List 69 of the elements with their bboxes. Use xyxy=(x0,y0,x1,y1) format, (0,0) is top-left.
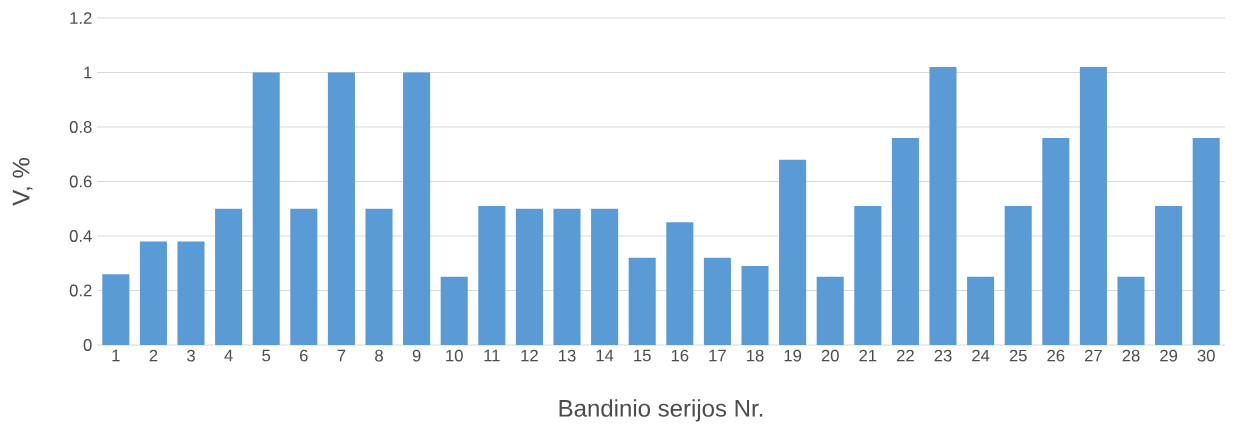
y-axis-title: V, % xyxy=(12,158,33,206)
x-tick-label: 5 xyxy=(262,349,271,362)
bar xyxy=(102,274,130,345)
bar xyxy=(741,265,769,345)
x-tick-label: 16 xyxy=(671,349,689,362)
bar xyxy=(553,208,581,345)
x-tick-label: 26 xyxy=(1047,349,1065,362)
bar xyxy=(1042,137,1070,345)
x-axis-title: Bandinio serijos Nr. xyxy=(559,399,763,422)
x-tick-label: 30 xyxy=(1197,349,1215,362)
bar xyxy=(1192,137,1220,345)
x-tick-label: 21 xyxy=(859,349,877,362)
bar xyxy=(891,137,919,345)
y-tick-label: 0.2 xyxy=(69,284,92,297)
bar xyxy=(515,208,543,345)
bar xyxy=(666,222,694,345)
x-tick-label: 3 xyxy=(187,349,195,362)
bar xyxy=(591,208,619,345)
bar xyxy=(854,206,882,345)
bar xyxy=(779,159,807,345)
y-tick-label: 1.2 xyxy=(70,12,92,24)
bar xyxy=(1079,67,1107,345)
y-tick-label: 0 xyxy=(83,339,92,351)
y-tick-label: 1 xyxy=(84,66,92,79)
bar xyxy=(816,276,844,345)
bar xyxy=(403,72,431,345)
y-tick-label: 0.4 xyxy=(69,230,92,242)
bar xyxy=(252,72,280,345)
x-tick-label: 18 xyxy=(747,349,764,362)
x-tick-label: 11 xyxy=(484,349,500,362)
x-tick-label: 4 xyxy=(224,349,233,362)
x-tick-label: 19 xyxy=(784,349,802,362)
bar xyxy=(440,276,468,345)
x-tick-label: 27 xyxy=(1084,349,1102,362)
x-tick-label: 10 xyxy=(446,349,463,362)
x-tick-label: 28 xyxy=(1122,349,1140,362)
y-tick-label: 0.6 xyxy=(69,175,92,188)
x-tick-label: 23 xyxy=(934,349,952,362)
bar xyxy=(365,208,393,345)
x-tick-label: 25 xyxy=(1009,349,1027,362)
x-tick-label: 9 xyxy=(412,349,421,362)
x-tick-label: 1 xyxy=(112,349,120,362)
bar xyxy=(327,72,355,345)
x-tick-label: 17 xyxy=(709,349,726,362)
bar xyxy=(967,276,995,345)
bar xyxy=(703,257,731,345)
x-tick-label: 2 xyxy=(149,349,158,362)
bar xyxy=(1155,206,1183,345)
x-tick-label: 24 xyxy=(972,349,990,362)
bar xyxy=(215,208,243,345)
x-tick-label: 13 xyxy=(559,349,576,362)
bar xyxy=(1004,206,1032,345)
bar xyxy=(177,241,205,345)
bar xyxy=(290,208,318,345)
x-tick-label: 22 xyxy=(896,349,914,362)
x-tick-label: 20 xyxy=(821,349,839,362)
bar xyxy=(929,67,957,345)
x-tick-label: 7 xyxy=(337,349,346,362)
bar xyxy=(628,257,656,345)
bar xyxy=(1117,276,1145,345)
x-tick-label: 12 xyxy=(521,349,538,362)
bar xyxy=(139,241,167,345)
y-tick-label: 0.8 xyxy=(69,121,92,133)
x-tick-label: 6 xyxy=(300,349,308,362)
x-tick-label: 15 xyxy=(634,349,651,362)
x-tick-label: 8 xyxy=(375,349,383,362)
bar xyxy=(478,206,506,345)
x-tick-label: 14 xyxy=(596,349,614,362)
x-tick-label: 29 xyxy=(1160,349,1178,362)
